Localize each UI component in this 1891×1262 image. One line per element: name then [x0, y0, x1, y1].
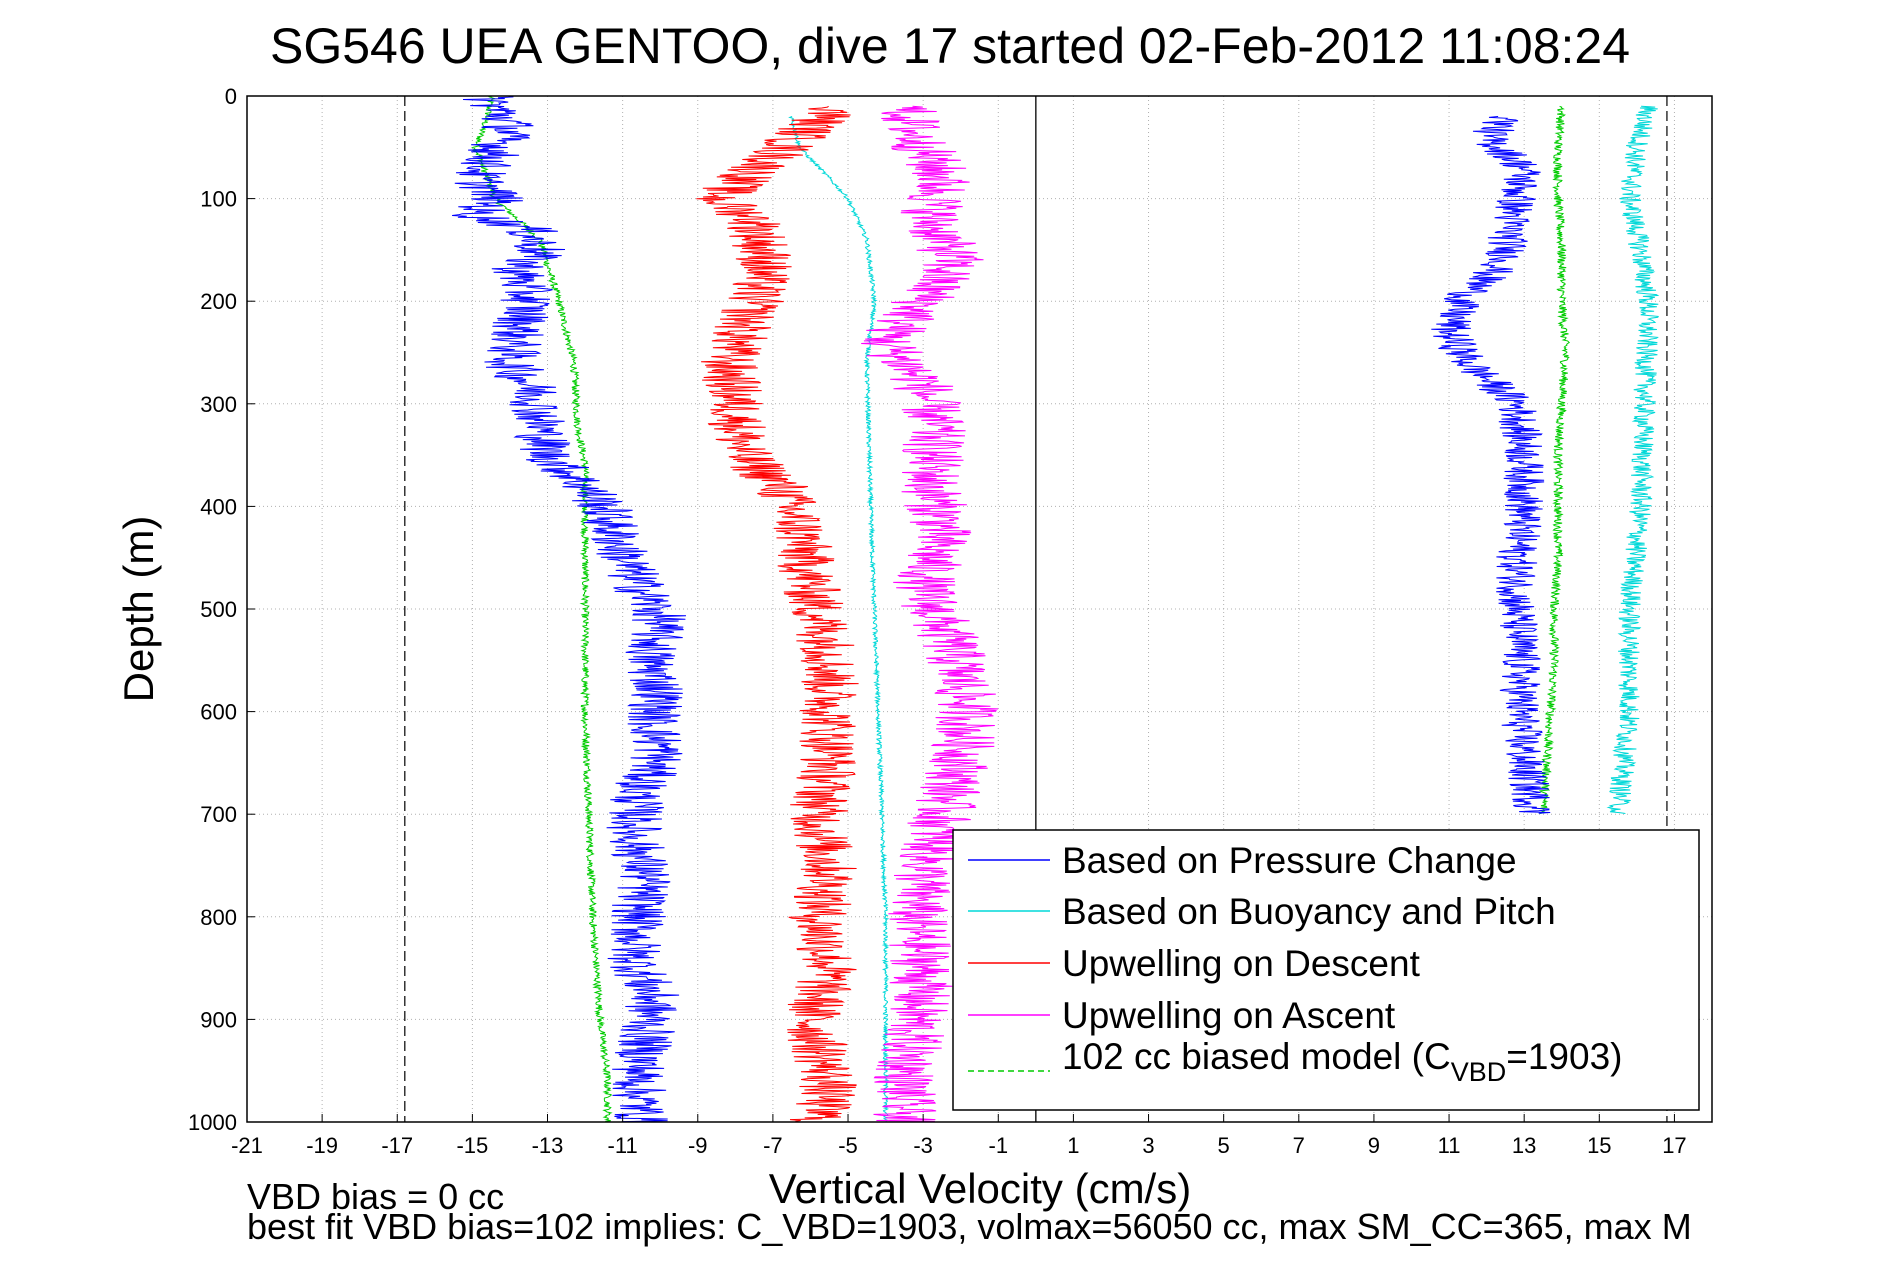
y-tick-label: 400 [200, 494, 237, 519]
x-tick-label: -7 [763, 1133, 783, 1158]
y-tick-label: 200 [200, 289, 237, 314]
x-tick-label: 5 [1218, 1133, 1230, 1158]
legend-box [952, 829, 1700, 1111]
x-axis-label: Vertical Velocity (cm/s) [769, 1165, 1191, 1212]
series-group [452, 95, 1660, 1123]
x-tick-label: -1 [989, 1133, 1009, 1158]
x-tick-label: 13 [1512, 1133, 1536, 1158]
chart-title: SG546 UEA GENTOO, dive 17 started 02-Feb… [270, 18, 1630, 74]
y-tick-label: 900 [200, 1007, 237, 1032]
legend-label-buoyancy: Based on Buoyancy and Pitch [1062, 891, 1556, 932]
series-up-ascent [861, 105, 999, 1122]
series-buoyancy-ascent [1606, 105, 1660, 814]
legend-label-pressure: Based on Pressure Change [1062, 840, 1517, 881]
series-pressure-ascent [1431, 116, 1551, 814]
x-tick-label: 11 [1438, 1133, 1461, 1158]
legend-label-model-prefix: 102 cc biased model (C [1062, 1036, 1451, 1077]
x-ticks: -21 -19 -17 -15 -13 -11 -9 -7 -5 -3 -1 1 3 5 7 9 11 13 15 1… [231, 1114, 1687, 1158]
x-tick-label: -9 [688, 1133, 708, 1158]
x-tick-label: 17 [1662, 1133, 1686, 1158]
x-tick-label: -17 [381, 1133, 413, 1158]
x-tick-label: 9 [1368, 1133, 1380, 1158]
y-tick-label: 0 [225, 84, 237, 109]
y-tick-label: 100 [200, 187, 237, 212]
legend-label-model: 102 cc biased model (CVBD=1903) [1062, 1036, 1622, 1087]
x-tick-label: -13 [532, 1133, 564, 1158]
y-ticks: 0 100 200 300 400 500 600 700 800 900 1000 [188, 84, 255, 1135]
y-tick-label: 600 [200, 700, 237, 725]
x-tick-label: -5 [838, 1133, 858, 1158]
legend-label-up-descent: Upwelling on Descent [1062, 943, 1421, 984]
y-tick-label: 700 [200, 802, 237, 827]
y-tick-label: 500 [200, 597, 237, 622]
x-tick-label: 15 [1587, 1133, 1611, 1158]
legend-label-model-suffix: =1903) [1506, 1036, 1622, 1077]
series-up-descent [696, 105, 859, 1122]
legend: Based on Pressure Change Based on Buoyan… [952, 829, 1700, 1111]
y-tick-label: 300 [200, 392, 237, 417]
legend-label-model-sub: VBD [1451, 1057, 1507, 1087]
y-tick-label: 1000 [188, 1110, 237, 1135]
y-tick-label: 800 [200, 905, 237, 930]
x-tick-label: -3 [913, 1133, 933, 1158]
series-pressure-descent [452, 95, 687, 1123]
x-tick-label: -19 [306, 1133, 338, 1158]
x-tick-label: -15 [456, 1133, 488, 1158]
y-axis-label: Depth (m) [115, 516, 162, 703]
legend-label-up-ascent: Upwelling on Ascent [1062, 995, 1396, 1036]
series-buoyancy-descent [788, 116, 890, 1122]
x-tick-label: 7 [1293, 1133, 1305, 1158]
x-tick-label: 1 [1067, 1133, 1079, 1158]
series-model-descent [470, 95, 613, 1123]
vbd-bias-note: VBD bias = 0 cc [247, 1176, 504, 1217]
x-tick-label: -11 [608, 1133, 638, 1158]
best-fit-note: best fit VBD bias=102 implies: C_VBD=190… [247, 1206, 1692, 1247]
x-tick-label: -21 [231, 1133, 263, 1158]
x-tick-label: 3 [1142, 1133, 1154, 1158]
series-model-ascent [1538, 105, 1570, 814]
